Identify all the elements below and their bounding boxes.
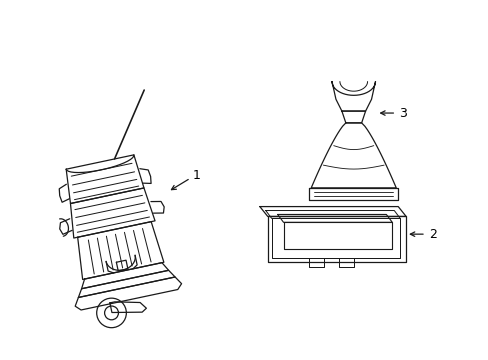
Text: 2: 2 (428, 228, 436, 240)
Text: 1: 1 (192, 168, 200, 181)
Text: 3: 3 (398, 107, 407, 120)
